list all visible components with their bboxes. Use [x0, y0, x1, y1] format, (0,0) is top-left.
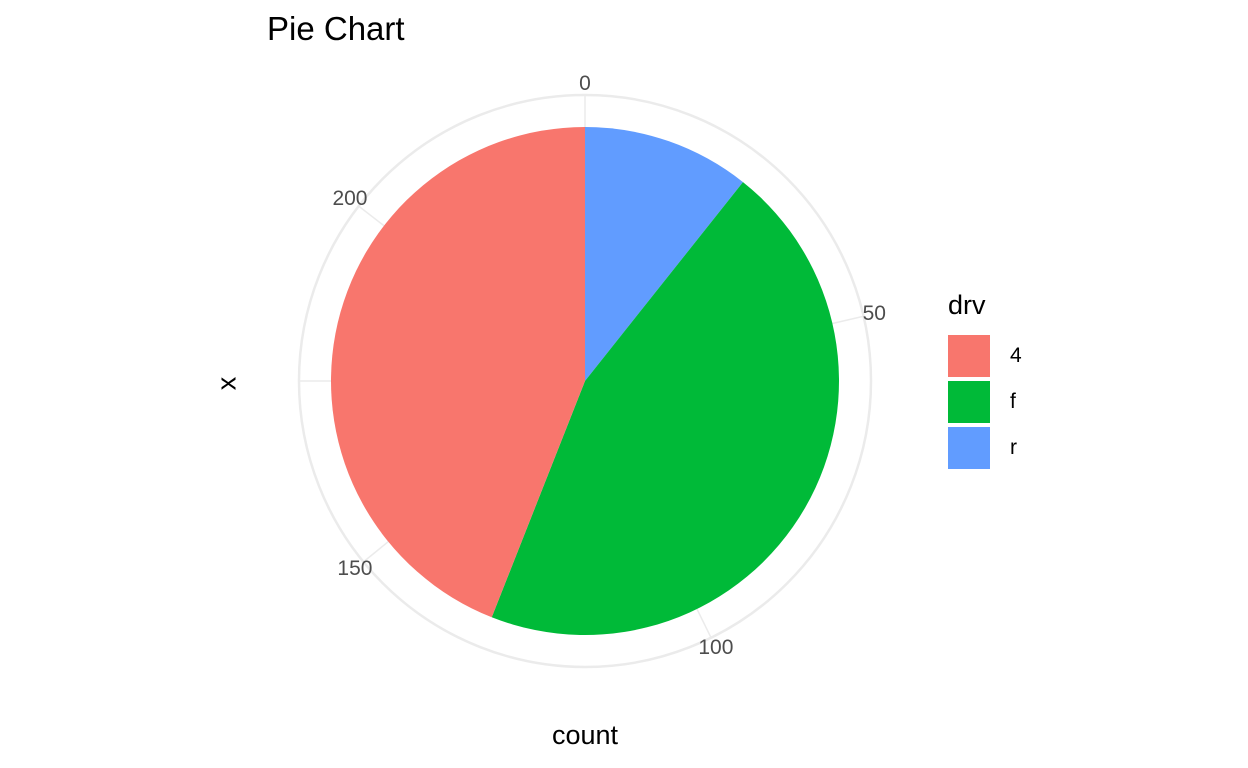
tick-label: 50	[862, 301, 886, 325]
legend-swatch	[948, 381, 990, 423]
x-axis-label: count	[551, 720, 619, 750]
legend-label: 4	[1010, 344, 1022, 367]
legend-title: drv	[948, 290, 986, 320]
y-axis-label: x	[211, 376, 242, 391]
legend-label: r	[1010, 436, 1017, 459]
legend-item: f	[948, 379, 1022, 425]
pie-slice-f	[491, 182, 839, 635]
pie-slice-4	[331, 127, 585, 618]
legend: drv 4 f r	[948, 290, 1022, 471]
tick-label: 150	[337, 556, 373, 580]
legend-swatch	[948, 335, 990, 377]
pie-slice-r	[585, 127, 743, 381]
tick-label: 200	[332, 187, 368, 211]
tick-label: 100	[698, 635, 734, 659]
tick-label: 0	[579, 72, 591, 95]
legend-item: 4	[948, 333, 1022, 379]
chart-title: Pie Chart	[267, 10, 405, 47]
pie-slices	[331, 127, 839, 635]
legend-item: r	[948, 425, 1022, 471]
legend-swatch	[948, 427, 990, 469]
legend-label: f	[1010, 390, 1016, 413]
